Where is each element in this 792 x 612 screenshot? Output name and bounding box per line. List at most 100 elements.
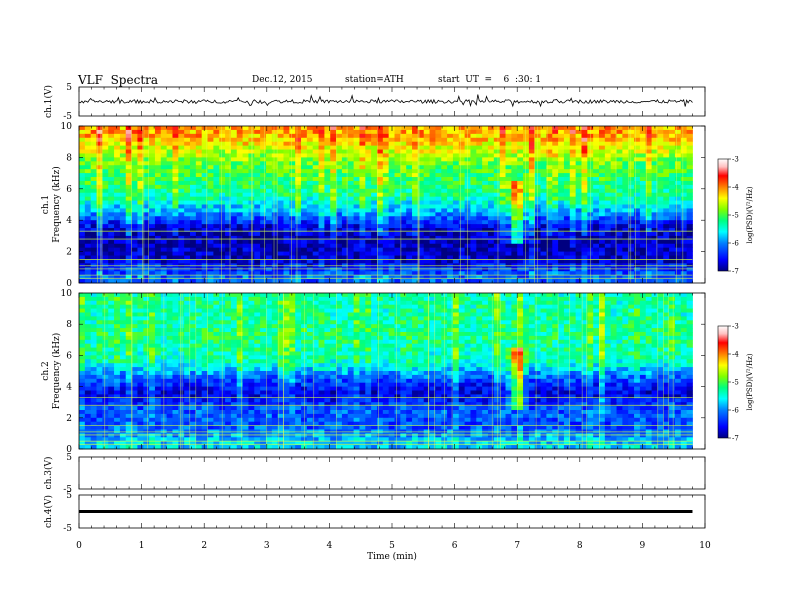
spectrogram-cell (610, 279, 617, 284)
spectrogram-cell (79, 255, 86, 260)
spectrogram-cell (306, 304, 314, 309)
spectrogram-cell (254, 224, 261, 229)
spectrogram-cell (552, 255, 559, 260)
spectrogram-cell (359, 196, 366, 201)
spectrogram-cell (131, 224, 138, 229)
spectrogram-cell (301, 204, 308, 209)
spectrogram-cell (540, 216, 547, 221)
spectrogram-cell (511, 296, 518, 302)
spectrogram-cell (382, 188, 390, 194)
spectrogram-cell (236, 184, 243, 190)
spectrogram-cell (447, 259, 454, 264)
spectrogram-cell (213, 267, 220, 272)
spectrogram-cell (464, 304, 471, 309)
spectrogram-cell (312, 235, 319, 241)
spectrogram-cell (336, 141, 343, 147)
spectrogram-cell (365, 184, 372, 190)
spectrogram-cell (382, 235, 390, 241)
spectrogram-cell (184, 145, 191, 150)
spectrogram-cell (178, 180, 185, 186)
spectrogram-cell (219, 192, 226, 198)
spectrogram-cell (406, 224, 413, 229)
spectrogram-cell (248, 300, 255, 306)
spectrogram-cell (517, 255, 524, 260)
spectrogram-cell (581, 188, 588, 194)
spectrogram-cell (324, 224, 331, 229)
spectrogram-cell (219, 184, 226, 190)
spectrogram-cell (225, 220, 232, 225)
spectrogram-cell (546, 177, 553, 182)
spectrogram-cell (599, 145, 606, 150)
spectrogram-cell (172, 126, 179, 131)
spectrogram-cell (330, 255, 337, 260)
spectrogram-cell (359, 200, 366, 205)
spectrogram-cell (201, 196, 208, 201)
spectrogram-cell (599, 308, 606, 313)
spectrogram-cell (499, 300, 506, 306)
spectrogram-cell (230, 180, 238, 186)
spectrogram-cell (563, 247, 571, 253)
spectrogram-cell (674, 157, 682, 162)
spectrogram-cell (125, 141, 132, 147)
spectrogram-cell (207, 173, 214, 178)
spectrogram-cell (178, 141, 185, 147)
spectrogram-cell (353, 231, 360, 237)
spectrogram-cell (225, 165, 232, 170)
spectrogram-cell (394, 129, 401, 135)
spectrogram-cell (213, 137, 220, 143)
spectrogram-cell (359, 220, 366, 225)
spectrogram-cell (499, 196, 506, 201)
spectrogram-cell (306, 184, 314, 190)
spectrogram-cell (301, 220, 308, 225)
spectrogram-cell (628, 304, 635, 309)
spectrogram-cell (628, 141, 635, 147)
spectrogram-cell (563, 304, 571, 309)
spectrogram-cell (295, 184, 302, 190)
spectrogram-cell (119, 308, 127, 313)
spectrogram-cell (90, 279, 97, 284)
spectrogram-cell (511, 308, 518, 313)
spectrogram-cell (493, 208, 501, 213)
spectrogram-cell (476, 200, 483, 205)
spectrogram-cell (365, 304, 372, 309)
spectrogram-cell (207, 192, 214, 198)
spectrogram-cell (616, 300, 623, 306)
spectrogram-cell (452, 165, 460, 170)
spectrogram-cell (254, 196, 261, 201)
spectrogram-cell (575, 300, 582, 306)
spectrogram-cell (90, 239, 97, 245)
spectrogram-cell (230, 259, 238, 264)
spectrogram-cell (417, 161, 425, 166)
spectrogram-cell (651, 188, 658, 194)
spectrogram-cell (371, 200, 378, 205)
spectrogram-cell (499, 231, 506, 237)
spectrogram-cell (412, 251, 419, 256)
spectrogram-cell (190, 126, 197, 131)
spectrogram-cell (172, 216, 179, 221)
spectrogram-cell (330, 279, 337, 284)
spectrogram-cell (149, 153, 156, 158)
spectrogram-cell (639, 188, 647, 194)
spectrogram-cell (563, 165, 571, 170)
spectrogram-cell (447, 161, 454, 166)
spectrogram-cell (417, 180, 425, 186)
spectrogram-cell (230, 126, 238, 131)
spectrogram-cell (79, 271, 86, 276)
spectrogram-cell (628, 173, 635, 178)
spectrogram-cell (540, 173, 547, 178)
spectrogram-cell (143, 145, 150, 150)
spectrogram-cell (137, 304, 144, 309)
spectrogram-cell (236, 200, 243, 205)
spectrogram-cell (341, 267, 349, 272)
spectrogram-cell (406, 208, 413, 213)
spectrogram-cell (604, 239, 612, 245)
spectrogram-cell (213, 208, 220, 213)
spectrogram-cell (365, 308, 372, 313)
spectrogram-cell (102, 275, 109, 280)
spectrogram-cell (528, 200, 536, 205)
spectrogram-cell (236, 275, 243, 280)
spectrogram-cell (423, 235, 430, 241)
spectrogram-cell (669, 243, 676, 249)
spectrogram-cell (599, 251, 606, 256)
spectrogram-cell (172, 192, 179, 198)
